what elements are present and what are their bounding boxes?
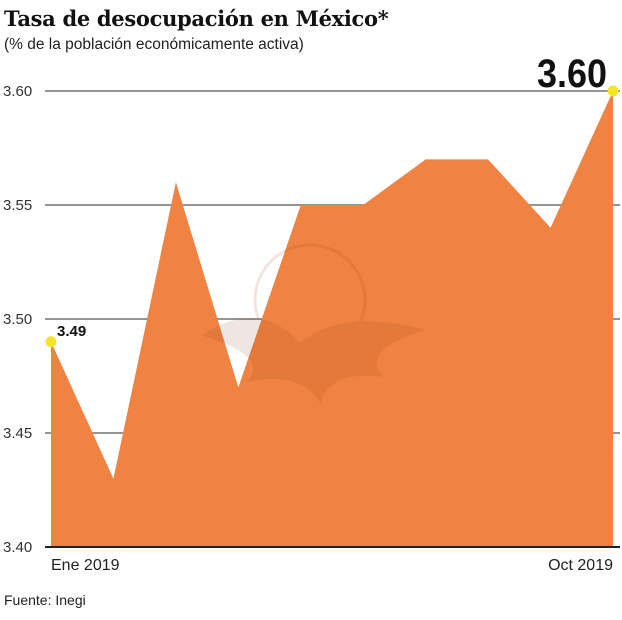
source-note: Fuente: Inegi (4, 592, 86, 608)
x-tick-label: Oct 2019 (548, 557, 613, 574)
y-tick-label: 3.55 (3, 197, 32, 214)
annotation-first-value: 3.49 (57, 323, 86, 340)
chart-subtitle: (% de la población económicamente activa… (4, 36, 304, 53)
annotation-last-value: 3.60 (537, 52, 607, 96)
y-tick-label: 3.45 (3, 425, 32, 442)
data-point (607, 85, 619, 97)
x-tick-label: Ene 2019 (51, 557, 120, 574)
y-tick-label: 3.60 (3, 83, 32, 100)
chart-title: Tasa de desocupación en México* (4, 6, 389, 31)
area-series (51, 91, 613, 547)
watermark-eagle-logo (201, 243, 426, 404)
y-tick-label: 3.50 (3, 311, 32, 328)
data-point (45, 336, 57, 348)
y-tick-label: 3.40 (3, 539, 32, 556)
